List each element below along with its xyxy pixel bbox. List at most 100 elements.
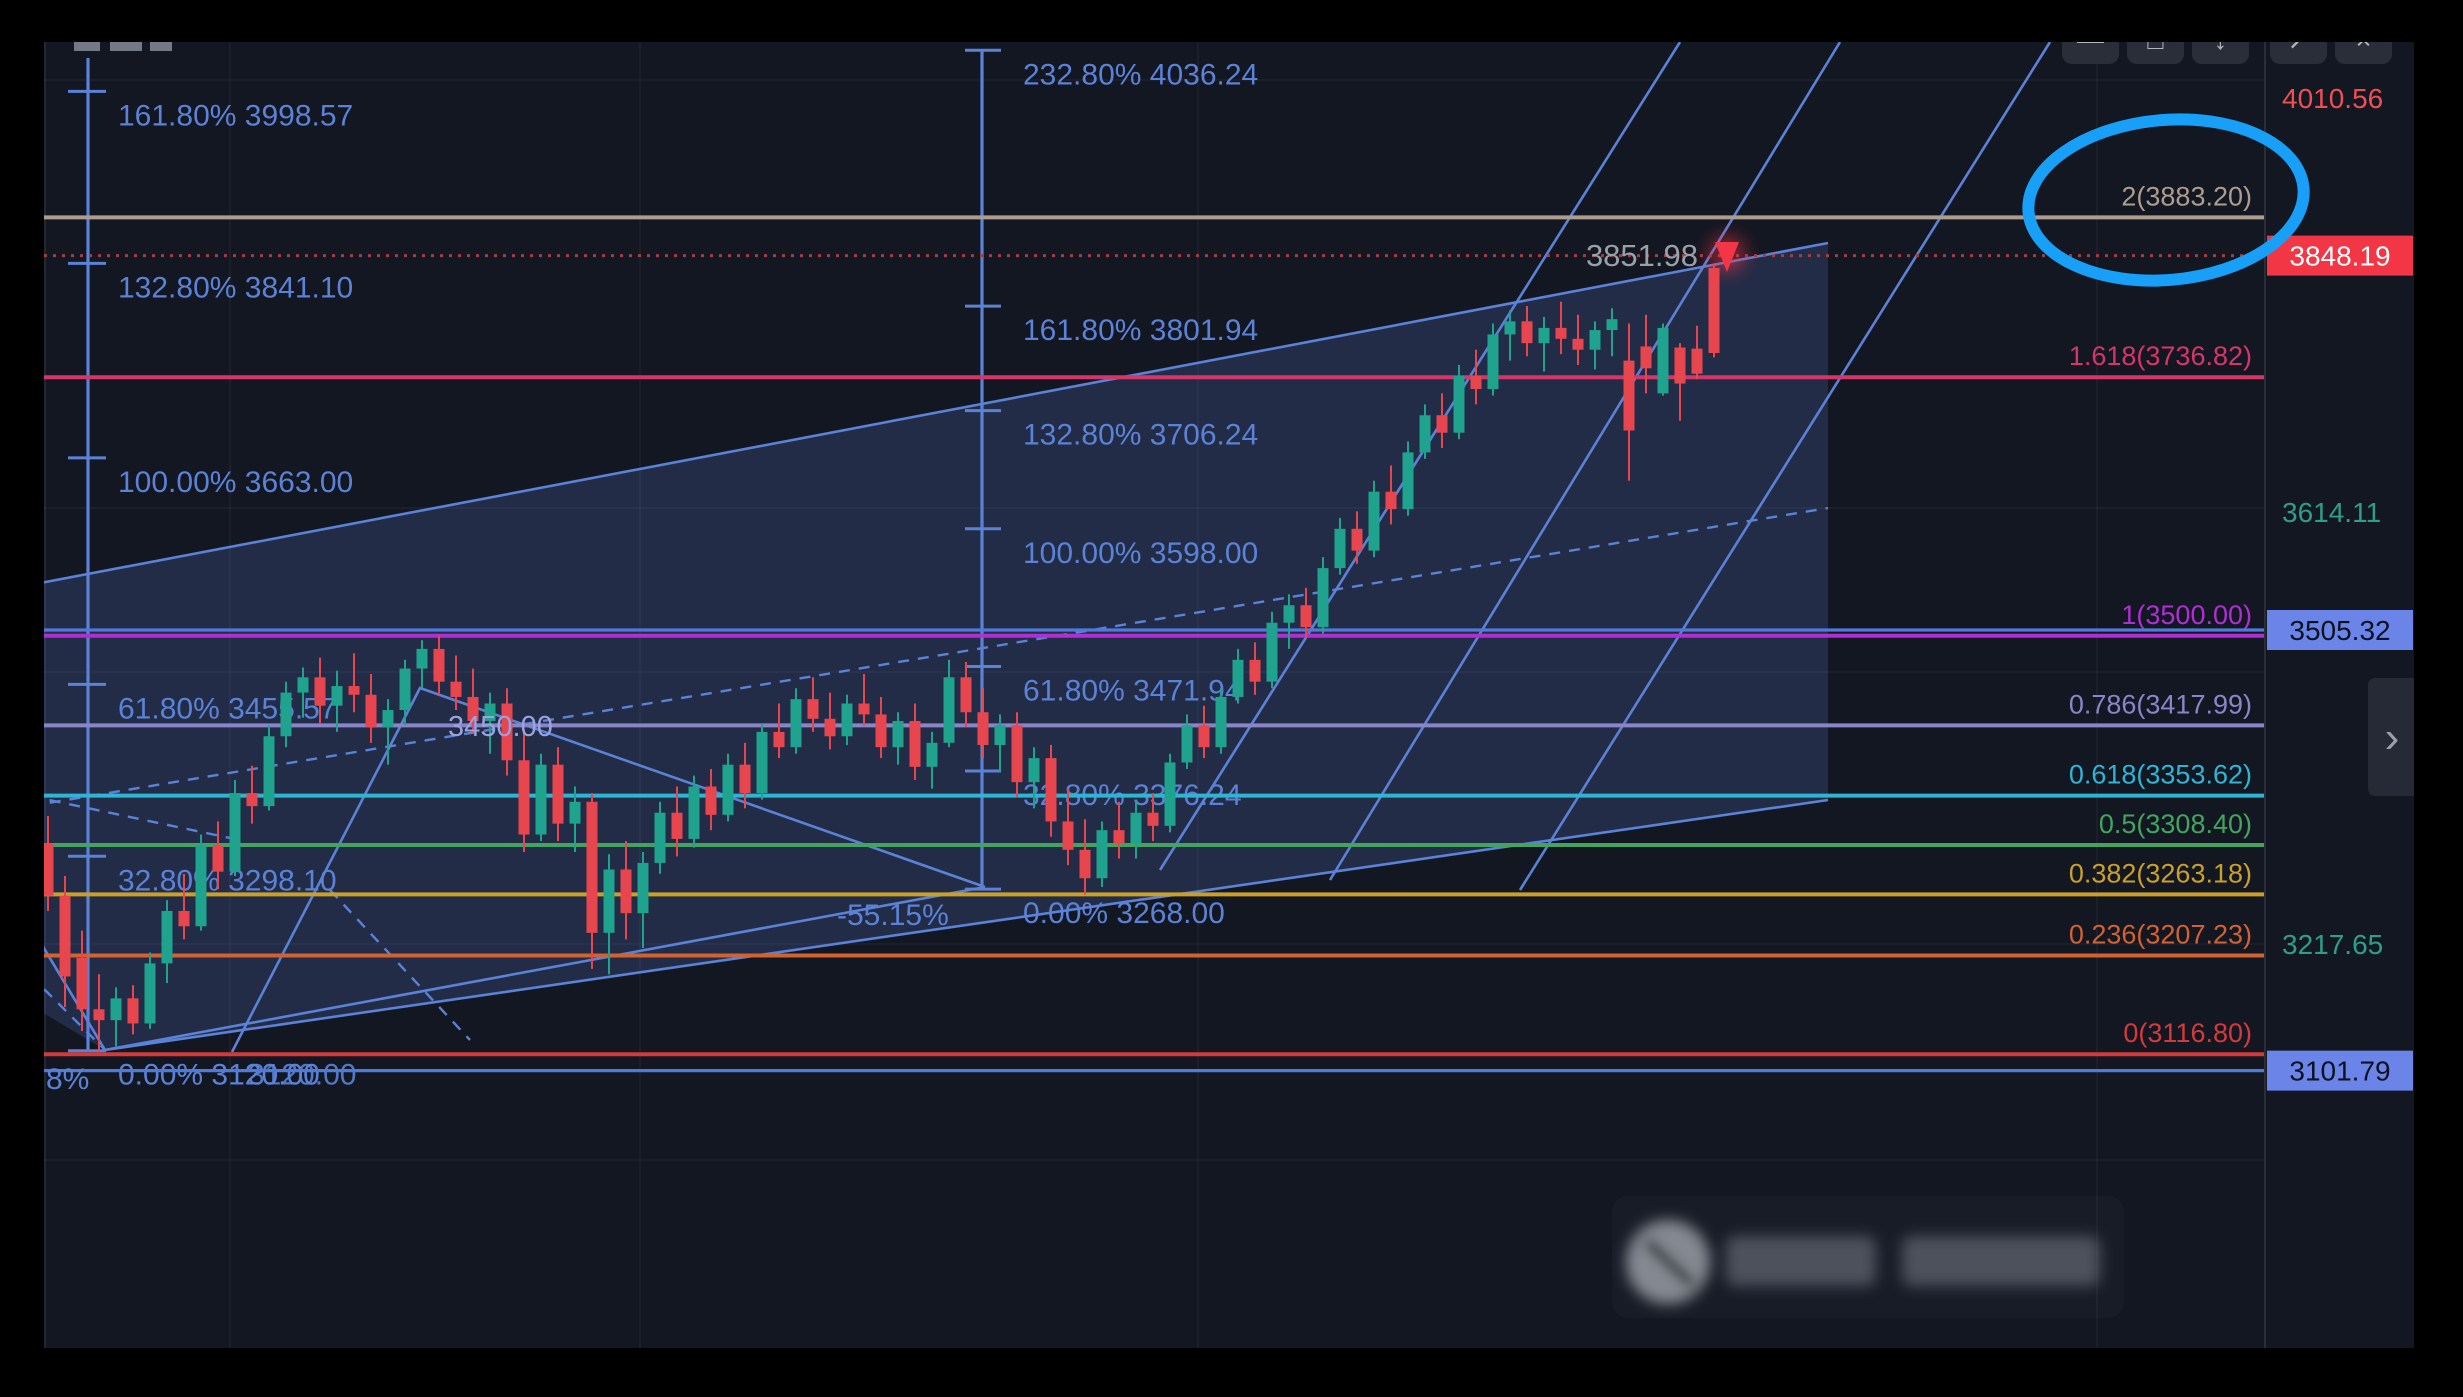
fib-retracement-label: 1(3500.00) (2121, 600, 2252, 630)
candle-body (1300, 605, 1312, 628)
axis-tick-label: 3217.65 (2282, 929, 2383, 960)
chart-canvas[interactable]: 161.80% 3998.57 132.80% 3841.10 100.00% 36… (44, 42, 2414, 1348)
candle-body (484, 703, 496, 721)
candle-body (892, 720, 904, 748)
fib-retracement-label: 0.382(3263.18) (2069, 858, 2252, 888)
candle-body (1232, 659, 1244, 697)
candle-body (1283, 605, 1295, 623)
clipped-percent-label: 8% (46, 1063, 89, 1096)
fib-retracement-right[interactable]: 2(3883.20) 1.618(3736.82) 1(3500.00) 0.786(… (44, 181, 2265, 1057)
candlestick-series (44, 263, 1720, 1051)
candle-body (1096, 830, 1108, 879)
candle-body (127, 998, 139, 1024)
fib-level-label: 161.80% 3801.94 (1023, 314, 1258, 347)
trendline[interactable] (104, 885, 986, 1052)
candle-body (93, 1009, 105, 1021)
dashed-trendline[interactable] (44, 506, 1829, 806)
candle-body (1504, 321, 1516, 335)
candle-body (144, 963, 156, 1024)
screenshot-button[interactable] (2062, 42, 2119, 64)
highlight-circle-annotation[interactable] (2022, 108, 2311, 291)
candle-body (314, 677, 326, 706)
close-button[interactable] (2335, 42, 2392, 64)
candle-body (1436, 415, 1448, 433)
price-scale[interactable]: 4010.56 3614.11 3217.65 3848.19 3505.32 3101.… (2264, 42, 2413, 1348)
candle-body (1011, 725, 1023, 783)
trendline[interactable] (1518, 42, 2052, 891)
side-panel-tab[interactable]: › (2368, 678, 2414, 796)
sell-arrow-marker[interactable] (1707, 234, 1747, 274)
candle-body (1402, 452, 1414, 510)
candle-body (1368, 491, 1380, 551)
candle-body (1266, 622, 1278, 682)
candle-body (467, 696, 479, 721)
fib-level-label: 100.00% 3598.00 (1023, 537, 1258, 570)
candle-body (365, 694, 377, 728)
trendline[interactable] (1158, 42, 1682, 871)
last-price-marker-label: 3851.98 (1586, 238, 1698, 273)
candle-body (1130, 812, 1142, 844)
candle-body (603, 869, 615, 933)
fib-retracement-label: 0.5(3308.40) (2099, 809, 2252, 839)
candle-body (1555, 327, 1567, 339)
trendline[interactable] (1328, 42, 1842, 881)
fib-level-label: 132.80% 3706.24 (1023, 419, 1258, 452)
measure-percent-label: -55.15% (837, 899, 949, 932)
candle-body (44, 843, 54, 896)
candle-body (76, 957, 88, 1010)
candle-body (280, 692, 292, 737)
axis-tick-label: 3614.11 (2282, 497, 2381, 528)
fib-level-label: 0.00% 3120.00 (118, 1059, 320, 1092)
fib-level-label-ghost: 3120.00 (248, 1059, 356, 1092)
dashed-trendline[interactable] (44, 796, 231, 840)
trendline[interactable] (44, 925, 107, 1051)
candle-body (620, 869, 632, 914)
toolbar-button-maximize[interactable]: □ (2127, 42, 2184, 64)
dashed-trendline[interactable] (44, 975, 106, 1051)
floating-labels: -55.15% 3450.00 8% (46, 711, 949, 1096)
candle-body (739, 764, 751, 794)
candle-body (1453, 375, 1465, 433)
toolbar-button-diagonal-tool[interactable]: ↗ (2270, 42, 2327, 64)
candle-body (348, 686, 360, 695)
trendline[interactable] (104, 798, 1829, 1052)
axis-price-box (2267, 235, 2413, 276)
candle-body (1419, 415, 1431, 453)
candle-body (1538, 327, 1550, 344)
candle-body (1572, 338, 1584, 350)
candle-body (1215, 696, 1227, 748)
candle-body (1606, 319, 1618, 331)
tab-shape (2368, 678, 2414, 796)
fib-tool-left[interactable]: 161.80% 3998.57 132.80% 3841.10 100.00% 36… (68, 58, 356, 1092)
candle-body (161, 910, 173, 964)
candle-body (1079, 849, 1091, 879)
candle-body (501, 703, 513, 761)
candle-body (178, 910, 190, 927)
candle-body (263, 736, 275, 807)
candle-body (399, 668, 411, 711)
zigzag-line[interactable] (230, 686, 986, 1053)
trendline-drawings[interactable] (44, 42, 2052, 1053)
trendline[interactable] (44, 241, 1829, 585)
diagonal-tool-button[interactable] (2270, 42, 2327, 64)
toolbar-button-scroll-down[interactable]: ↓ (2192, 42, 2249, 64)
candle-body (1045, 758, 1057, 822)
candle-body (586, 801, 598, 933)
candle-body (1385, 491, 1397, 510)
dashed-trendline[interactable] (329, 889, 471, 1041)
axis-price-box (2267, 610, 2413, 650)
candle-body (1334, 528, 1346, 569)
toolbar-button-close[interactable]: × (2335, 42, 2392, 64)
toolbar-button-screenshot[interactable]: — (2062, 42, 2119, 64)
maximize-button[interactable] (2127, 42, 2184, 64)
candle-body (1470, 375, 1482, 390)
candle-body (722, 764, 734, 815)
candle-body (212, 845, 224, 872)
fib-level-label: 232.80% 4036.24 (1023, 58, 1258, 91)
scroll-down-button[interactable] (2192, 42, 2249, 64)
candle-body (994, 725, 1006, 746)
horizontal-price-lines[interactable] (44, 628, 2265, 1073)
candle-body (450, 681, 462, 697)
candle-body (926, 742, 938, 767)
candle-body (1317, 568, 1329, 628)
